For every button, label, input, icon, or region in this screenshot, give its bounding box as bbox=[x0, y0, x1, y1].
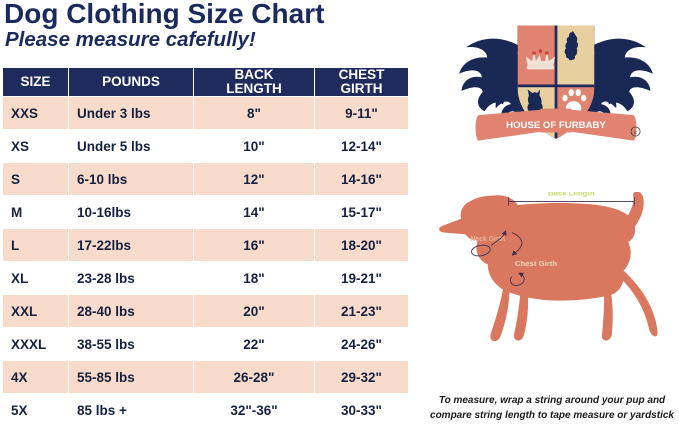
svg-text:Chest Girth: Chest Girth bbox=[515, 259, 557, 268]
svg-text:Neck Girth: Neck Girth bbox=[470, 236, 505, 243]
svg-text:HOUSE OF FURBABY: HOUSE OF FURBABY bbox=[506, 120, 606, 131]
svg-text:Back Length: Back Length bbox=[548, 192, 595, 197]
svg-text:c: c bbox=[634, 130, 637, 136]
